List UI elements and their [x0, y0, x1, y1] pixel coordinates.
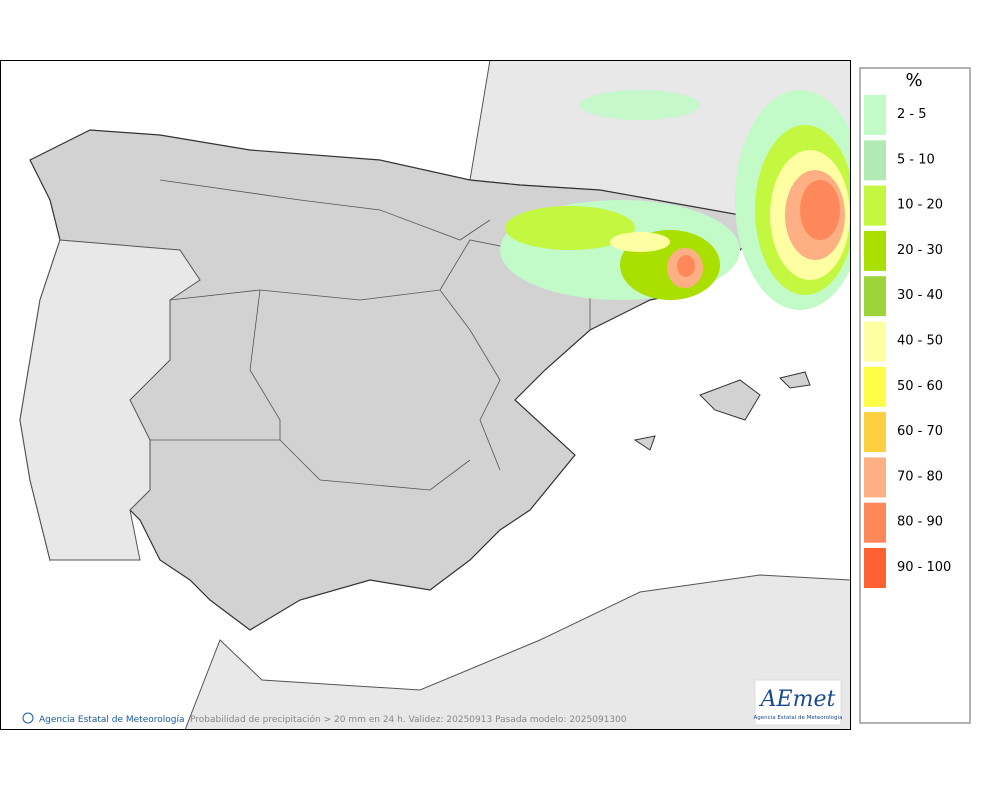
legend-swatch [864, 412, 886, 453]
legend-swatch [864, 276, 886, 317]
logo: AEmet [759, 687, 836, 712]
legend-swatch [864, 185, 886, 226]
legend-label: 80 - 90 [897, 515, 943, 530]
legend-swatch [864, 502, 886, 543]
legend-label: 10 - 20 [897, 198, 943, 213]
legend-items: 2 - 5 5 - 10 10 - 20 20 - 30 30 - 40 40 - 50 5… [864, 95, 951, 588]
legend-label: 20 - 30 [897, 243, 943, 258]
legend-swatch [864, 548, 886, 588]
legend-label: 2 - 5 [897, 107, 927, 122]
legend-swatch [864, 230, 886, 271]
legend-label: 50 - 60 [897, 379, 943, 394]
legend-label: 70 - 80 [897, 469, 943, 484]
legend-label: 30 - 40 [897, 288, 943, 303]
balearics [633, 371, 811, 451]
legend-label: 60 - 70 [897, 424, 943, 439]
logo-box [754, 679, 842, 726]
legend-label: 40 - 50 [897, 334, 943, 349]
legend-swatch [864, 95, 886, 135]
legend-swatch [864, 321, 886, 362]
logo-subtitle: Agencia Estatal de Meteorología [754, 714, 843, 721]
legend-label: 5 - 10 [897, 152, 935, 167]
legend-swatch [864, 366, 886, 407]
credit: Agencia Estatal de Meteorología [39, 715, 185, 725]
map-frame [0, 60, 851, 730]
copyright-icon [22, 712, 34, 724]
caption: Probabilidad de precipitación > 20 mm en… [190, 714, 627, 725]
legend-title: % [905, 70, 922, 91]
precipitation-probability [500, 90, 850, 310]
map [1, 61, 850, 729]
legend-swatch [864, 140, 886, 181]
portugal [19, 239, 201, 561]
legend-swatch [864, 457, 886, 498]
africa [184, 574, 850, 729]
legend-label: 90 - 100 [897, 560, 951, 575]
